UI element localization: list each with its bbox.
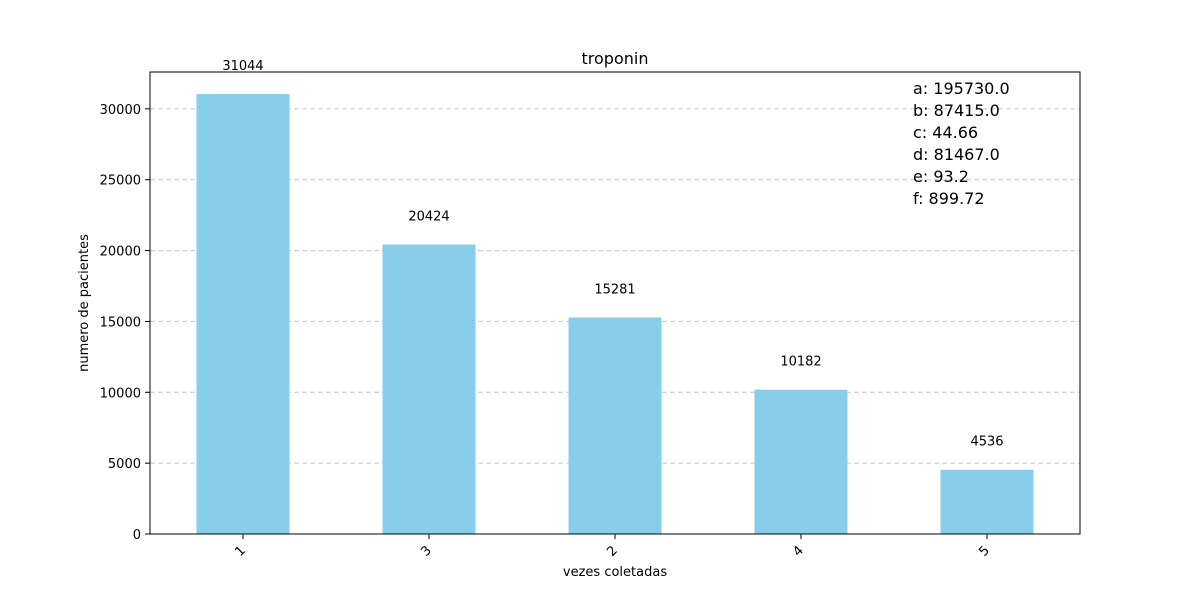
bar-1 — [196, 94, 290, 535]
stat-d: d: 81467.0 — [913, 145, 1000, 164]
bar-value-label: 4536 — [970, 435, 1003, 450]
y-axis-title: numero de pacientes — [77, 234, 92, 372]
stat-e: e: 93.2 — [913, 167, 969, 186]
bar-value-label: 15281 — [594, 282, 635, 297]
stat-a: a: 195730.0 — [913, 79, 1010, 98]
y-tick-label: 30000 — [100, 103, 141, 118]
stats-annotation: a: 195730.0 b: 87415.0 c: 44.66 d: 81467… — [913, 79, 1010, 208]
bar-3 — [382, 244, 476, 534]
stat-f: f: 899.72 — [913, 189, 985, 208]
y-tick-label: 25000 — [100, 174, 141, 189]
bar-value-label: 20424 — [408, 210, 449, 225]
chart-title: troponin — [582, 49, 649, 68]
bar-value-labels: 31044 20424 15281 10182 4536 — [222, 59, 1003, 450]
bar-4 — [754, 389, 848, 534]
stat-b: b: 87415.0 — [913, 101, 1000, 120]
y-tick-label: 0 — [133, 528, 141, 543]
bar-2 — [568, 317, 662, 534]
x-axis-title: vezes coletadas — [563, 565, 667, 580]
bar-value-label: 31044 — [222, 59, 263, 74]
y-tick-label: 5000 — [108, 457, 141, 472]
bar-value-label: 10182 — [780, 355, 821, 370]
y-tick-label: 20000 — [100, 245, 141, 260]
bar-5 — [940, 469, 1034, 534]
y-axis: 0 5000 10000 15000 20000 25000 30000 — [100, 103, 150, 543]
bars — [196, 94, 1034, 535]
y-tick-label: 10000 — [100, 386, 141, 401]
y-tick-label: 15000 — [100, 315, 141, 330]
stat-c: c: 44.66 — [913, 123, 978, 142]
